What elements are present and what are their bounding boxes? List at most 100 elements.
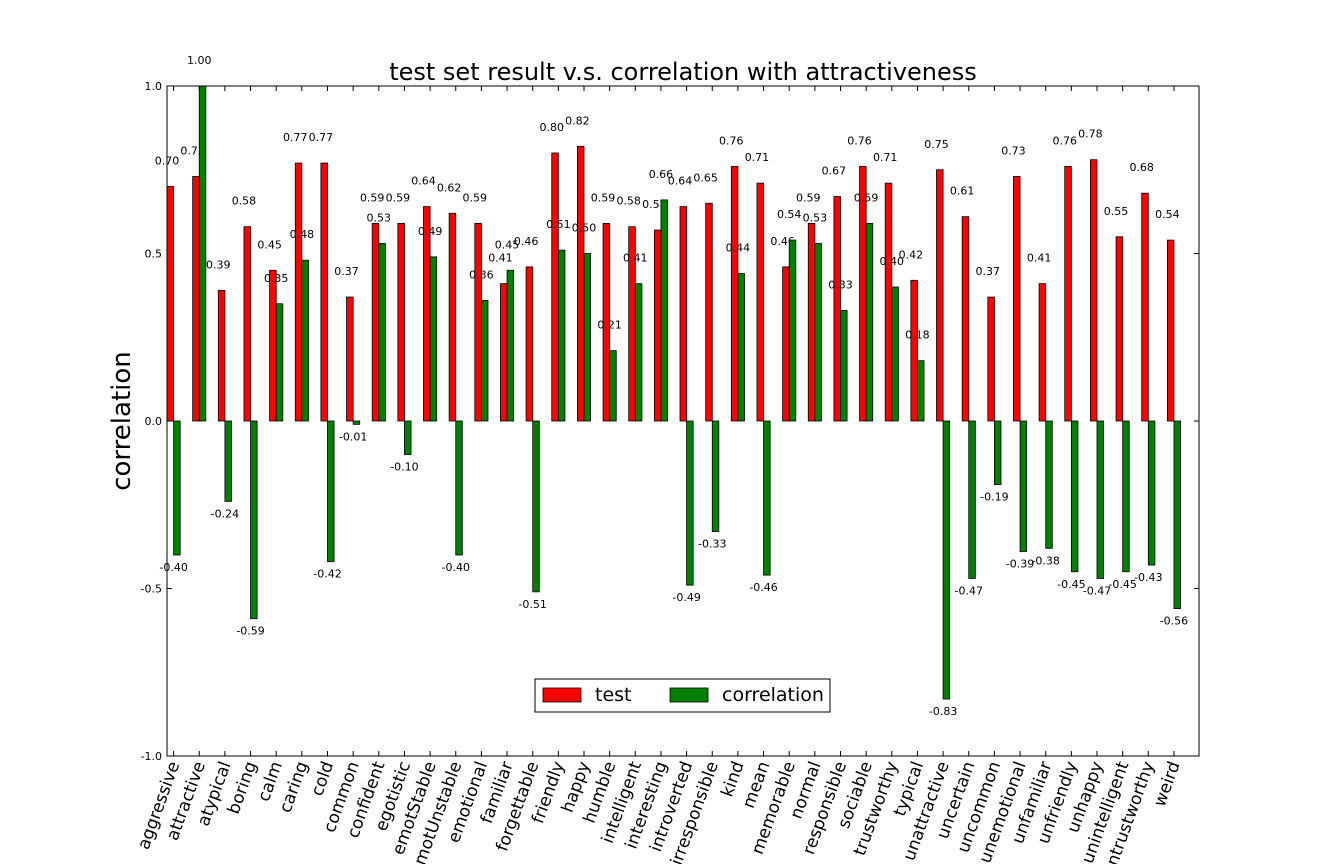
data-label-correlation-unemotional: -0.39 xyxy=(1006,558,1034,571)
data-label-correlation-emotStable: 0.49 xyxy=(418,225,443,238)
data-label-test-sociable: 0.76 xyxy=(847,134,872,147)
data-label-correlation-intelligent: 0.41 xyxy=(623,252,648,265)
chart-title: test set result v.s. correlation with at… xyxy=(389,58,977,86)
data-label-correlation-unintelligent: -0.45 xyxy=(1108,578,1136,591)
data-label-test-cold: 0.77 xyxy=(309,131,334,144)
bar-test-caring xyxy=(294,162,303,422)
legend-label-correlation: correlation xyxy=(722,684,824,706)
y-tick-label: -1.0 xyxy=(141,750,162,763)
data-label-test-uncertain: 0.61 xyxy=(950,185,975,198)
bar-correlation-emotStable xyxy=(429,256,438,422)
data-label-test-kind: 0.76 xyxy=(719,134,744,147)
data-label-correlation-mean: -0.46 xyxy=(749,581,777,594)
bar-test-emotional xyxy=(474,222,482,422)
data-label-test-mean: 0.71 xyxy=(745,151,770,164)
data-label-correlation-uncertain: -0.47 xyxy=(955,584,983,597)
bar-correlation-calm xyxy=(275,303,284,422)
bar-test-interesting xyxy=(653,229,662,422)
y-tick-label: -0.5 xyxy=(141,583,162,596)
bar-correlation-unemotional xyxy=(1019,420,1028,553)
y-tick-label: 0.0 xyxy=(145,415,163,428)
data-label-test-unfamiliar: 0.41 xyxy=(1027,252,1052,265)
data-label-correlation-emotional: 0.36 xyxy=(469,268,494,281)
data-label-test-emotional: 0.59 xyxy=(463,191,488,204)
bar-test-untrustworthy xyxy=(1141,192,1149,422)
data-label-test-atypical: 0.39 xyxy=(206,258,231,271)
data-label-test-trustworthy: 0.71 xyxy=(873,151,898,164)
bar-test-unfamiliar xyxy=(1038,283,1047,422)
data-label-test-weird: 0.54 xyxy=(1155,208,1180,221)
bar-correlation-irresponsible xyxy=(711,420,720,532)
y-axis-label: correlation xyxy=(107,351,137,491)
data-label-test-familiar: 0.41 xyxy=(488,252,513,265)
data-label-correlation-caring: 0.48 xyxy=(290,228,315,241)
data-label-correlation-memorable: 0.54 xyxy=(777,208,802,221)
bar-correlation-uncommon xyxy=(994,420,1002,486)
bar-correlation-interesting xyxy=(660,199,668,422)
bar-test-memorable xyxy=(782,266,790,422)
data-label-correlation-kind: 0.44 xyxy=(726,242,751,255)
data-label-correlation-normal: 0.53 xyxy=(803,211,828,224)
bar-correlation-mean xyxy=(763,420,771,576)
bar-test-unfriendly xyxy=(1064,165,1072,422)
bar-correlation-atypical xyxy=(224,420,232,502)
bar-correlation-happy xyxy=(583,253,591,422)
data-label-test-calm: 0.45 xyxy=(257,238,282,251)
data-label-test-interesting: 0.57 xyxy=(642,198,667,211)
data-label-test-intelligent: 0.58 xyxy=(616,195,641,208)
bar-test-mean xyxy=(756,182,764,422)
data-label-correlation-trustworthy: 0.40 xyxy=(880,255,905,268)
data-label-correlation-unfriendly: -0.45 xyxy=(1057,578,1085,591)
bar-test-egotistic xyxy=(397,222,405,422)
data-label-correlation-attractive: 1.00 xyxy=(187,54,212,67)
data-label-test-friendly: 0.80 xyxy=(540,121,565,134)
data-label-correlation-confident: 0.53 xyxy=(367,211,392,224)
bar-test-normal xyxy=(807,222,816,422)
data-label-test-responsible: 0.67 xyxy=(822,165,847,178)
bar-test-sociable xyxy=(859,165,867,422)
bar-correlation-uncertain xyxy=(968,420,976,579)
data-label-correlation-happy: 0.50 xyxy=(572,222,597,235)
bar-correlation-introverted xyxy=(686,420,694,586)
data-label-correlation-irresponsible: -0.33 xyxy=(698,538,726,551)
data-label-correlation-interesting: 0.66 xyxy=(649,168,674,181)
bar-test-boring xyxy=(243,226,251,422)
bar-test-emotStable xyxy=(423,206,431,422)
bar-correlation-caring xyxy=(301,259,309,422)
bar-test-cold xyxy=(320,162,328,422)
data-label-correlation-sociable: 0.59 xyxy=(854,191,879,204)
data-label-correlation-unfamiliar: -0.38 xyxy=(1031,554,1059,567)
data-label-correlation-friendly: 0.51 xyxy=(546,218,571,231)
data-label-correlation-calm: 0.35 xyxy=(264,272,289,285)
bar-test-kind xyxy=(730,165,739,422)
bar-correlation-kind xyxy=(737,273,745,422)
bar-correlation-egotistic xyxy=(404,420,412,455)
data-label-correlation-typical: 0.18 xyxy=(905,329,930,342)
legend-swatch-test xyxy=(542,687,582,703)
bar-test-forgettable xyxy=(525,266,534,422)
bar-test-calm xyxy=(269,269,277,422)
data-label-correlation-aggressive: -0.40 xyxy=(159,561,187,574)
bar-test-trustworthy xyxy=(884,182,893,422)
bar-correlation-forgettable xyxy=(532,420,540,593)
data-label-test-emotUnstable: 0.62 xyxy=(437,181,462,194)
bar-test-uncertain xyxy=(961,216,970,422)
bar-correlation-confident xyxy=(378,243,386,422)
bar-correlation-intelligent xyxy=(634,283,643,422)
bar-correlation-normal xyxy=(814,243,822,422)
data-label-test-unfriendly: 0.76 xyxy=(1053,134,1078,147)
data-label-test-egotistic: 0.59 xyxy=(386,191,411,204)
bar-correlation-aggressive xyxy=(173,420,181,556)
data-label-correlation-boring: -0.59 xyxy=(236,625,264,638)
bar-test-confident xyxy=(371,222,380,422)
bar-test-unhappy xyxy=(1090,159,1098,422)
data-label-test-forgettable: 0.46 xyxy=(514,235,539,248)
legend-label-test: test xyxy=(595,684,632,706)
data-label-test-humble: 0.59 xyxy=(591,191,616,204)
data-label-test-untrustworthy: 0.68 xyxy=(1129,161,1154,174)
bar-correlation-untrustworthy xyxy=(1147,420,1156,566)
data-label-correlation-egotistic: -0.10 xyxy=(390,461,418,474)
data-label-test-typical: 0.42 xyxy=(899,248,924,261)
bar-test-friendly xyxy=(551,152,559,422)
